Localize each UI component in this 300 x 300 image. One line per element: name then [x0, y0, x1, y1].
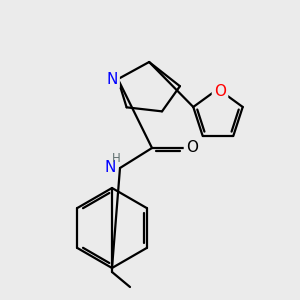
Text: N: N: [106, 72, 118, 87]
Text: N: N: [104, 160, 116, 175]
Text: O: O: [186, 140, 198, 155]
Text: H: H: [112, 152, 120, 166]
Text: O: O: [214, 83, 226, 98]
